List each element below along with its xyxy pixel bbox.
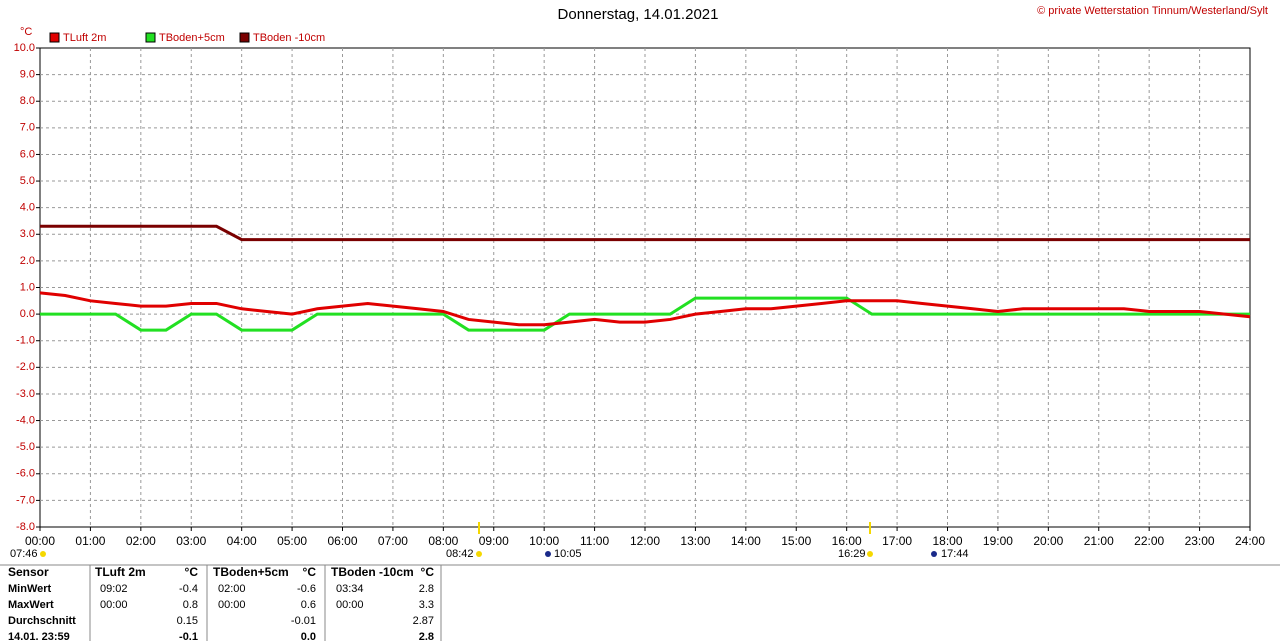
x-tick-label: 02:00 xyxy=(126,534,156,548)
data-line xyxy=(40,224,1250,242)
y-tick-label: 2.0 xyxy=(20,255,35,267)
table-header: °C xyxy=(421,565,435,579)
x-tick-label: 09:00 xyxy=(479,534,509,548)
y-tick-label: -4.0 xyxy=(16,414,35,426)
table-cell: -0.01 xyxy=(291,615,316,627)
y-tick-label: 3.0 xyxy=(20,228,35,240)
data-line xyxy=(39,291,1251,327)
table-header: °C xyxy=(185,565,199,579)
table-cell: 2.87 xyxy=(413,615,434,627)
sun-time: 16:29 xyxy=(838,548,866,560)
x-tick-label: 06:00 xyxy=(327,534,357,548)
x-tick-label: 23:00 xyxy=(1185,534,1215,548)
x-tick-label: 12:00 xyxy=(630,534,660,548)
x-tick-label: 21:00 xyxy=(1084,534,1114,548)
table-cell: 0.15 xyxy=(177,615,198,627)
x-tick-label: 11:00 xyxy=(580,534,609,548)
table-cell: -0.4 xyxy=(179,583,198,595)
table-cell: 2.8 xyxy=(419,583,434,595)
x-tick-label: 01:00 xyxy=(75,534,105,548)
x-tick-label: 08:00 xyxy=(428,534,458,548)
x-tick-label: 18:00 xyxy=(932,534,962,548)
y-tick-label: 4.0 xyxy=(20,202,35,214)
sun-icon xyxy=(476,551,482,557)
credit: © private Wetterstation Tinnum/Westerlan… xyxy=(1037,5,1268,17)
x-tick-label: 05:00 xyxy=(277,534,307,548)
y-tick-label: -6.0 xyxy=(16,468,35,480)
x-tick-label: 17:00 xyxy=(882,534,912,548)
x-tick-label: 00:00 xyxy=(25,534,55,548)
data-line xyxy=(40,296,1250,332)
table-cell: -0.6 xyxy=(297,583,316,595)
y-tick-label: 9.0 xyxy=(20,69,35,81)
table-cell: Durchschnitt xyxy=(8,615,76,627)
x-tick-label: 07:00 xyxy=(378,534,408,548)
table-cell: 02:00 xyxy=(218,583,246,595)
x-tick-label: 16:00 xyxy=(832,534,862,548)
y-tick-label: 7.0 xyxy=(20,122,35,134)
table-cell: 14.01. 23:59 xyxy=(8,631,70,641)
legend-label: TBoden -10cm xyxy=(253,32,325,44)
table-cell: MaxWert xyxy=(8,599,54,611)
table-cell: 09:02 xyxy=(100,583,128,595)
y-tick-label: -7.0 xyxy=(16,494,35,506)
table-cell: -0.1 xyxy=(179,631,198,641)
table-header: °C xyxy=(303,565,317,579)
x-tick-label: 15:00 xyxy=(781,534,811,548)
table-cell: 2.8 xyxy=(419,631,434,641)
y-tick-label: 6.0 xyxy=(20,148,35,160)
x-tick-label: 04:00 xyxy=(227,534,257,548)
x-tick-label: 13:00 xyxy=(680,534,710,548)
table-cell: 0.8 xyxy=(183,599,198,611)
sun-time: 17:44 xyxy=(941,548,969,560)
legend-swatch xyxy=(145,32,156,43)
y-axis-unit: °C xyxy=(20,26,32,38)
y-tick-label: 0.0 xyxy=(20,308,35,320)
legend-label: TLuft 2m xyxy=(63,32,106,44)
sun-icon xyxy=(867,551,873,557)
table-cell: MinWert xyxy=(8,583,52,595)
x-tick-label: 10:00 xyxy=(529,534,559,548)
y-tick-label: 5.0 xyxy=(20,175,35,187)
x-tick-label: 14:00 xyxy=(731,534,761,548)
y-tick-label: 1.0 xyxy=(20,281,35,293)
sun-icon xyxy=(545,551,551,557)
y-tick-label: -3.0 xyxy=(16,388,35,400)
legend-swatch xyxy=(239,32,250,43)
table-header: Sensor xyxy=(8,565,49,579)
table-cell: 00:00 xyxy=(218,599,246,611)
x-tick-label: 24:00 xyxy=(1235,534,1265,548)
table-cell: 3.3 xyxy=(419,599,434,611)
y-tick-label: 8.0 xyxy=(20,95,35,107)
chart-title: Donnerstag, 14.01.2021 xyxy=(558,6,719,23)
x-tick-label: 03:00 xyxy=(176,534,206,548)
y-tick-label: 10.0 xyxy=(14,42,35,54)
table-cell: 00:00 xyxy=(336,599,364,611)
sun-time: 10:05 xyxy=(554,548,582,560)
table-header: TLuft 2m xyxy=(95,565,146,579)
table-header: TBoden -10cm xyxy=(331,565,414,579)
table-cell: 0.0 xyxy=(301,631,316,641)
legend-swatch xyxy=(49,32,60,43)
legend-label: TBoden+5cm xyxy=(159,32,225,44)
table-cell: 03:34 xyxy=(336,583,364,595)
y-tick-label: -1.0 xyxy=(16,335,35,347)
sun-time: 07:46 xyxy=(10,548,38,560)
x-tick-label: 20:00 xyxy=(1033,534,1063,548)
y-tick-label: -5.0 xyxy=(16,441,35,453)
sun-time: 08:42 xyxy=(446,548,474,560)
table-header: TBoden+5cm xyxy=(213,565,289,579)
table-cell: 00:00 xyxy=(100,599,128,611)
sun-icon xyxy=(40,551,46,557)
sun-icon xyxy=(931,551,937,557)
y-tick-label: -2.0 xyxy=(16,361,35,373)
x-tick-label: 22:00 xyxy=(1134,534,1164,548)
x-tick-label: 19:00 xyxy=(983,534,1013,548)
table-cell: 0.6 xyxy=(301,599,316,611)
y-tick-label: -8.0 xyxy=(16,521,35,533)
